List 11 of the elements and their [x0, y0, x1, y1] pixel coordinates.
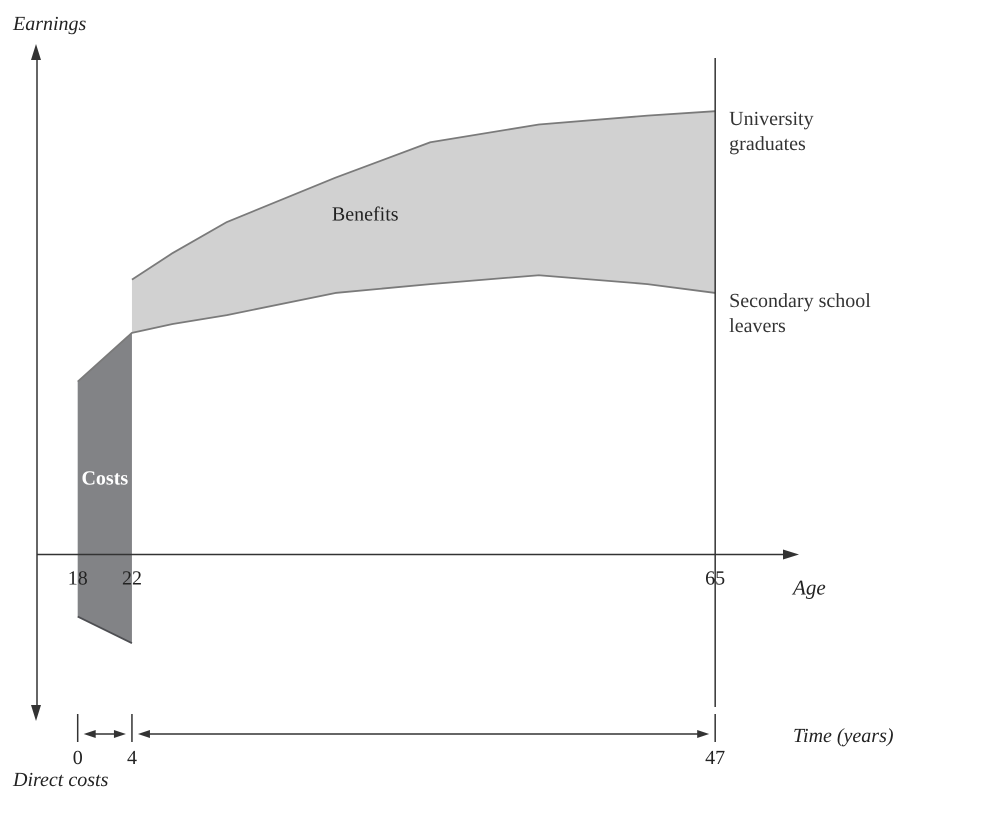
annotation: Costs [81, 468, 128, 490]
series-label: Secondary school leavers [729, 290, 872, 337]
x2-tick-label: 0 [72, 747, 83, 769]
x-axis-title: Age [791, 576, 826, 600]
annotation: Benefits [332, 204, 399, 226]
x2-tick-label: 4 [126, 747, 137, 769]
series-label: University graduates [729, 108, 814, 156]
x2-tick-label: 47 [705, 747, 726, 769]
text: Direct costs [12, 769, 109, 791]
y-axis-title: Earnings [12, 13, 87, 35]
x2-axis-title: Time (years) [793, 725, 894, 747]
